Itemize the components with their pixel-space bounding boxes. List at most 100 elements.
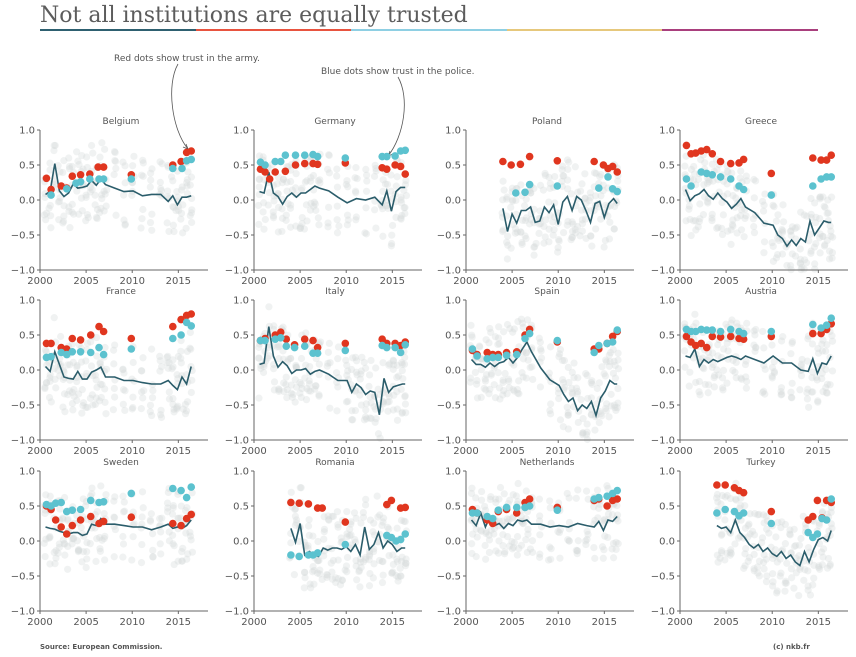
background-dot [402, 559, 410, 567]
background-dot [508, 538, 516, 546]
background-dot [793, 223, 801, 231]
background-dot [519, 323, 527, 331]
background-dot [718, 224, 726, 233]
background-dot [157, 406, 165, 414]
background-dot [524, 525, 532, 533]
background-dot [768, 551, 776, 559]
background-dot [578, 227, 586, 235]
background-dot [378, 578, 387, 587]
army-dot [309, 336, 317, 345]
background-dot [307, 387, 315, 395]
y-tick-label: 1.0 [19, 126, 35, 137]
police-dot [521, 188, 529, 197]
background-dot [68, 399, 77, 408]
background-dot [509, 543, 518, 552]
army-dot [809, 512, 817, 521]
background-dot [87, 338, 95, 346]
background-dot [769, 578, 777, 586]
background-dot [343, 221, 352, 229]
background-dot [490, 381, 498, 389]
x-tick-label: 2000 [667, 446, 692, 457]
background-dot [389, 365, 397, 373]
background-dot [290, 571, 298, 579]
background-dot [477, 366, 485, 374]
background-dot [74, 546, 83, 554]
y-tick-label: −0.5 [225, 572, 249, 583]
y-tick-label: −0.5 [11, 572, 35, 583]
background-dot [128, 191, 136, 199]
background-dot [149, 386, 157, 395]
background-dot [546, 343, 555, 351]
background-dot [112, 164, 120, 173]
background-dot [501, 548, 509, 556]
background-dot [595, 419, 603, 427]
background-dot [563, 489, 571, 498]
background-dot [752, 211, 760, 219]
background-dot [808, 340, 817, 348]
background-dot [43, 361, 51, 369]
background-dot [369, 528, 377, 536]
background-dot [611, 404, 619, 412]
background-dot [481, 375, 489, 383]
x-tick-label: 2005 [499, 276, 524, 287]
police-dot [169, 164, 177, 173]
background-dot [379, 359, 387, 367]
background-dot [148, 411, 156, 420]
army-dot [809, 329, 817, 338]
background-dot [752, 343, 760, 352]
background-dot [329, 556, 338, 565]
police-dot [553, 336, 562, 345]
background-dot [156, 515, 164, 523]
background-dot [92, 394, 100, 402]
background-dot [609, 369, 618, 377]
background-dot [563, 403, 571, 411]
background-dot [788, 250, 796, 258]
background-dot [361, 229, 369, 237]
background-dot [468, 549, 476, 558]
background-dot [307, 174, 315, 182]
police-dot [68, 506, 77, 514]
background-dot [826, 560, 834, 568]
background-dot [110, 553, 118, 561]
background-dot [137, 559, 146, 567]
background-dot [760, 249, 768, 257]
background-dot [361, 501, 370, 509]
army-dot [817, 156, 825, 164]
background-dot [356, 558, 365, 566]
background-dot [73, 148, 81, 156]
background-dot [812, 239, 820, 248]
background-dot [177, 186, 186, 194]
background-dot [781, 520, 789, 529]
background-dot [727, 226, 735, 234]
background-dot [188, 376, 196, 384]
background-dot [41, 509, 49, 518]
background-dot [546, 406, 554, 415]
background-dot [513, 532, 522, 541]
background-dot [546, 543, 554, 551]
y-tick-label: −0.5 [225, 231, 249, 242]
background-dot [265, 303, 273, 311]
background-dot [82, 357, 90, 365]
background-dot [64, 515, 72, 523]
background-dot [374, 385, 382, 393]
y-tick-label: 1.0 [659, 296, 675, 307]
background-dot [572, 546, 580, 554]
background-dot [788, 394, 796, 402]
background-dot [149, 553, 157, 561]
background-dot [77, 194, 86, 202]
background-dot [287, 381, 295, 389]
background-dot [60, 539, 68, 548]
background-dot [270, 386, 278, 394]
background-dot [690, 170, 699, 178]
background-dot [526, 363, 534, 372]
background-dot [401, 181, 410, 189]
background-dot [499, 542, 507, 550]
police-dot [86, 348, 95, 357]
background-dot [60, 157, 68, 165]
background-dot [510, 387, 518, 395]
background-dot [41, 383, 49, 391]
background-dot [572, 229, 580, 237]
background-dot [487, 493, 495, 501]
background-dot [517, 315, 526, 323]
